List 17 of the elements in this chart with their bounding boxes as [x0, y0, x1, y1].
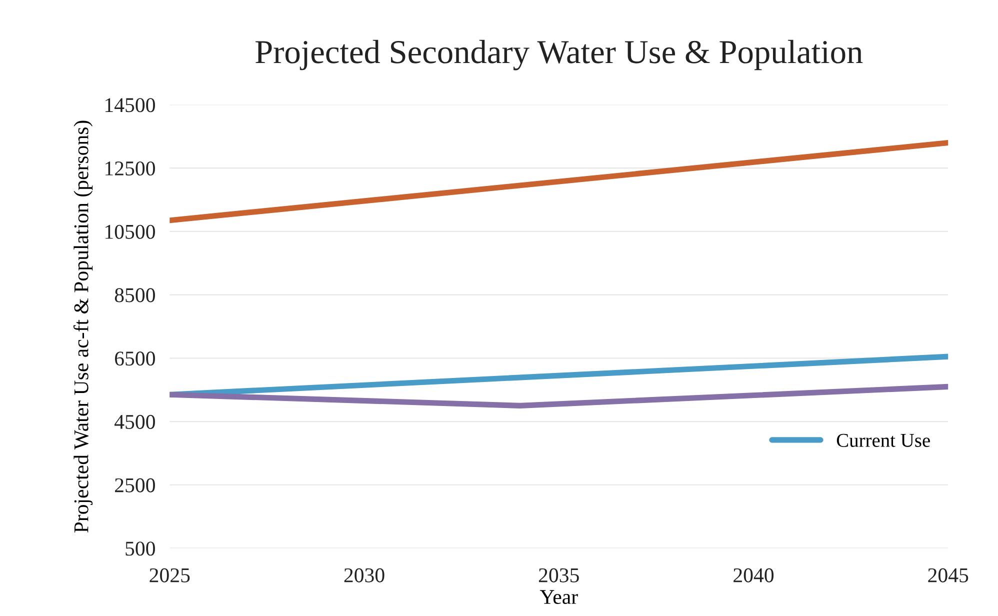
x-tick-label: 2035: [538, 568, 579, 582]
y-tick-label: 10500: [106, 224, 155, 239]
chart-title: Projected Secondary Water Use & Population: [256, 40, 863, 70]
y-tick-label: 2500: [115, 478, 155, 492]
x-axis-title: Year: [540, 590, 578, 604]
y-tick-label: 8500: [114, 288, 155, 302]
y-axis-title: Projected Water Use ac-ft & Population (persons): [73, 120, 93, 533]
y-tick-label: 500: [126, 542, 155, 556]
x-tick-label: 2030: [344, 568, 384, 582]
x-tick-label: 2045: [928, 568, 968, 582]
y-tick-label: 4500: [114, 414, 155, 429]
legend-label: Current Use: [836, 434, 930, 447]
y-tick-label: 6500: [115, 352, 155, 366]
y-tick-label: 12500: [106, 161, 155, 176]
y-tick-label: 14500: [106, 98, 155, 112]
x-tick-label: 2025: [150, 568, 190, 582]
x-tick-label: 2040: [734, 568, 774, 582]
